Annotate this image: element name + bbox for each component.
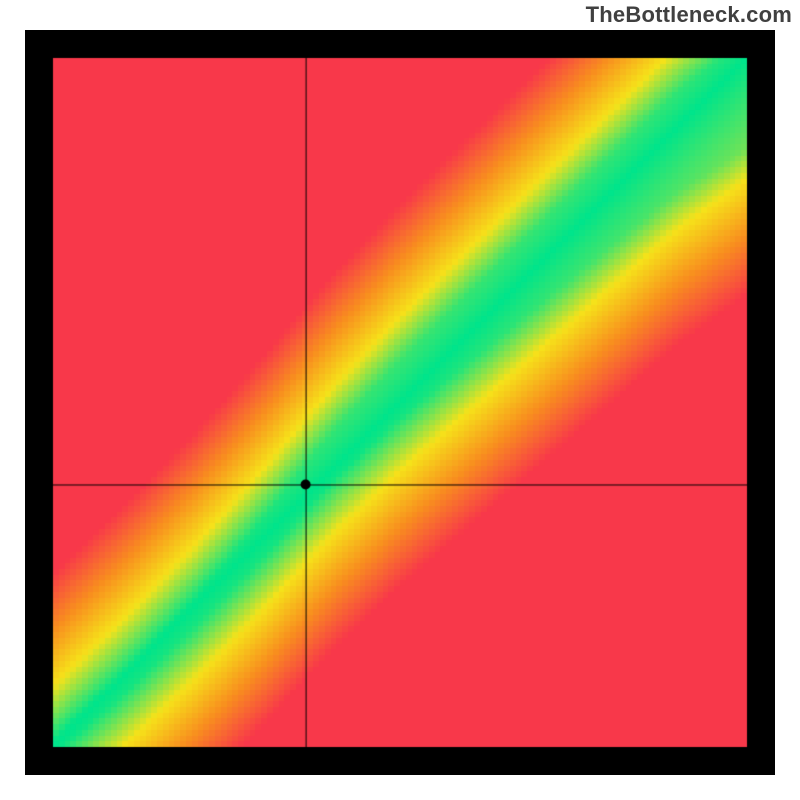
chart-frame — [25, 30, 775, 775]
root-container: TheBottleneck.com — [0, 0, 800, 800]
bottleneck-heatmap — [25, 30, 775, 775]
watermark-label: TheBottleneck.com — [586, 2, 792, 28]
